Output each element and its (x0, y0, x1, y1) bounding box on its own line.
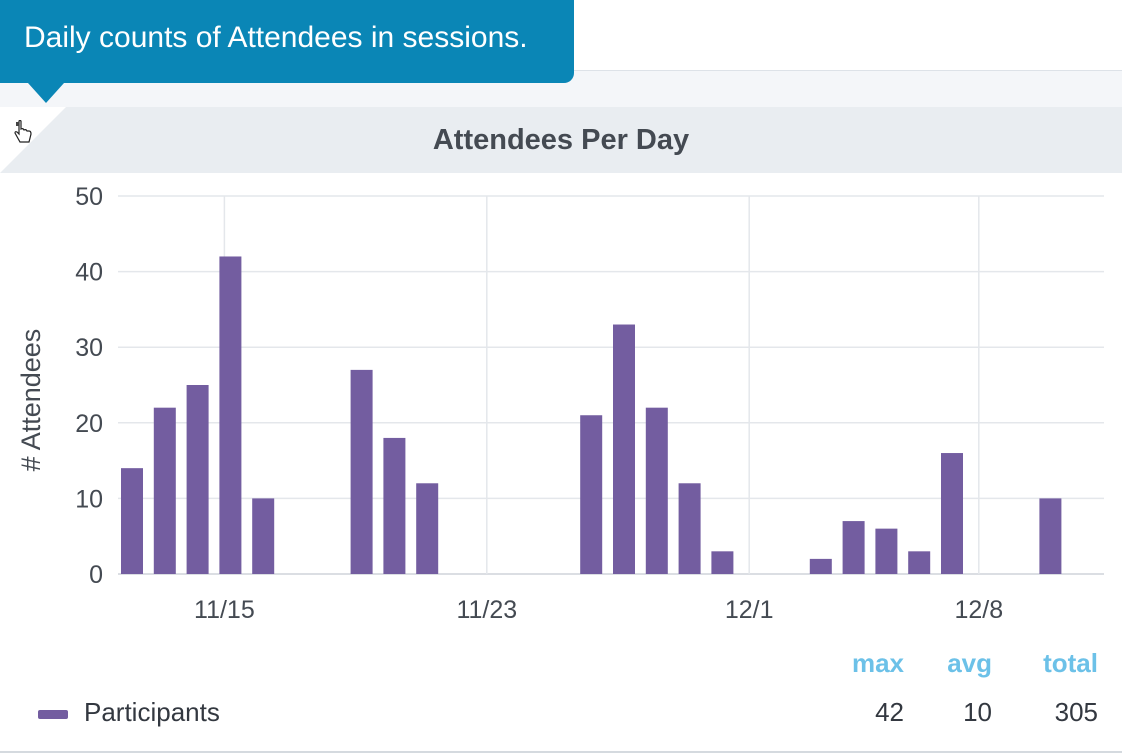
legend-label-participants[interactable]: Participants (84, 697, 220, 727)
tooltip-text: Daily counts of Attendees in sessions. (24, 21, 528, 54)
bar-participants[interactable] (252, 498, 275, 574)
chart-title-bar (0, 107, 1122, 173)
stat-value-max: 42 (875, 697, 904, 727)
y-tick-label: 20 (75, 410, 103, 438)
x-tick-label: 12/1 (725, 596, 774, 624)
bar-participants[interactable] (383, 437, 406, 574)
bar-chart: 0 10 20 30 40 50 11/15 11/23 12/1 12/8 # Attende… (16, 183, 1104, 624)
legend-swatch-participants[interactable] (38, 710, 68, 719)
x-tick-label: 12/8 (954, 596, 1003, 624)
bar-participants[interactable] (350, 369, 373, 574)
bar-participants[interactable] (842, 521, 865, 574)
bar-participants[interactable] (186, 385, 209, 574)
hand-pointer-icon (14, 120, 32, 143)
bar-participants[interactable] (219, 256, 242, 574)
bar-participants[interactable] (678, 483, 701, 574)
stat-header-total: total (1043, 648, 1098, 678)
bar-participants[interactable] (941, 453, 963, 574)
bar-participants[interactable] (908, 551, 931, 574)
x-tick-label: 11/23 (456, 596, 517, 624)
bar-participants[interactable] (613, 324, 635, 574)
panel-corner (0, 107, 66, 173)
tooltip: Daily counts of Attendees in sessions. (0, 0, 574, 83)
stat-value-total: 305 (1054, 697, 1098, 727)
stat-header-max: max (851, 648, 904, 678)
bar-participants[interactable] (1039, 498, 1062, 574)
bar-participants[interactable] (580, 415, 603, 574)
y-tick-label: 30 (75, 334, 103, 362)
y-tick-label: 50 (75, 183, 103, 211)
y-axis-label: # Attendees (16, 329, 46, 472)
bar-participants[interactable] (416, 483, 439, 574)
bar-participants[interactable] (645, 407, 668, 574)
x-tick-label: 11/15 (194, 596, 255, 624)
chart-title: Attendees Per Day (432, 124, 690, 156)
bar-participants[interactable] (875, 528, 898, 574)
bar-participants[interactable] (711, 551, 734, 574)
bar-participants[interactable] (809, 558, 832, 574)
stat-header-avg: avg (947, 648, 992, 678)
bar-participants[interactable] (153, 407, 176, 574)
bar-participants[interactable] (121, 468, 143, 574)
panel-bottom-border (0, 751, 1122, 753)
y-tick-label: 0 (89, 561, 103, 589)
y-tick-label: 10 (75, 485, 103, 513)
y-tick-label: 40 (75, 259, 103, 287)
tooltip-arrow (28, 83, 64, 103)
stat-value-avg: 10 (963, 697, 992, 727)
